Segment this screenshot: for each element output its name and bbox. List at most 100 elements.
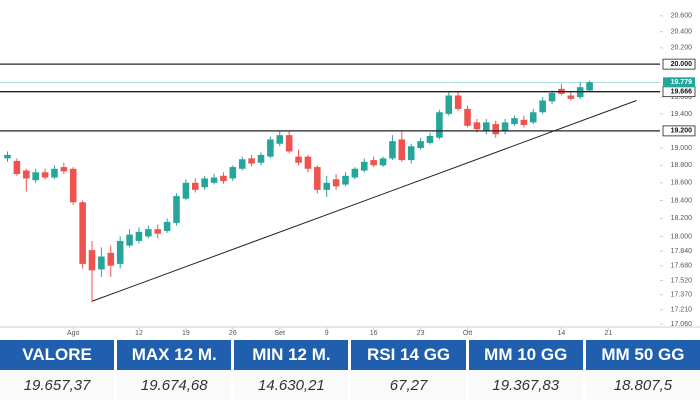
y-tick-label: 20.600	[671, 13, 693, 20]
y-tick-label: 20.200	[671, 45, 693, 52]
level-label: 19.666	[671, 89, 693, 96]
candle-body	[501, 122, 509, 131]
y-tick-label: 18.600	[671, 180, 693, 187]
candle-body	[276, 135, 284, 144]
x-tick-label: 21	[604, 330, 612, 337]
candle-body	[304, 156, 312, 169]
candle-body	[417, 141, 424, 149]
last-price-box	[663, 77, 695, 88]
candle-body	[267, 139, 274, 157]
candle-body	[567, 95, 575, 99]
candle-body	[454, 95, 462, 109]
candle-body	[126, 234, 133, 246]
stats-table: VALORE MAX 12 M. MIN 12 M. RSI 14 GG MM 10 G…	[0, 340, 700, 400]
candle-body	[4, 154, 11, 159]
candle-body	[332, 179, 340, 187]
candle-body	[351, 168, 359, 178]
table-header: RSI 14 GG	[351, 340, 466, 370]
y-tick-label: 19.600	[671, 94, 693, 101]
candle-body	[248, 158, 255, 164]
y-tick-label: 18.200	[671, 215, 693, 222]
candle-body	[173, 196, 180, 223]
y-tick-label: 17.060	[671, 321, 693, 328]
candle-body	[389, 141, 396, 159]
candle-body	[511, 118, 518, 125]
candle-body	[445, 95, 453, 114]
candle-body	[23, 170, 30, 179]
table-header: MM 50 GG	[585, 340, 700, 370]
candle-body	[32, 172, 39, 181]
y-tick-label: 17.210	[671, 307, 693, 314]
candle-body	[154, 229, 162, 234]
x-tick-label: Set	[275, 330, 286, 337]
trendline	[91, 100, 637, 302]
y-tick-label: 18.800	[671, 162, 693, 169]
table-cell: 14.630,21	[234, 370, 349, 400]
candle-body	[107, 252, 115, 266]
candle-body	[98, 256, 105, 270]
y-tick-label: 18.400	[671, 197, 693, 204]
candle-body	[145, 229, 152, 237]
table-cell: 67,27	[351, 370, 466, 400]
table-cell: 19.657,37	[0, 370, 115, 400]
candle-body	[586, 82, 593, 91]
chart: 20.600 20.400 20.200 19.600 19.400 19.000 18.8…	[0, 13, 700, 337]
table-header: MM 10 GG	[468, 340, 583, 370]
candle-body	[360, 161, 368, 171]
level-label: 20.000	[671, 61, 693, 68]
table-header: MAX 12 M.	[117, 340, 232, 370]
x-tick-label: Ago	[67, 330, 80, 337]
candle-body	[13, 160, 21, 175]
candle-body	[492, 124, 499, 135]
y-tick-label: 17.370	[671, 292, 693, 299]
x-tick-label: Ott	[463, 330, 472, 337]
table-cell: 19.674,68	[117, 370, 232, 400]
x-tick-label: 19	[182, 330, 190, 337]
x-tick-label: 9	[325, 330, 329, 337]
candle-body	[539, 100, 546, 113]
y-tick-label: 20.400	[671, 29, 693, 36]
candle-body	[60, 167, 68, 172]
candle-body	[191, 182, 199, 190]
candle-body	[182, 182, 190, 199]
candle-body	[210, 177, 218, 183]
candle-body	[41, 172, 49, 178]
y-tick-label: 19.000	[671, 145, 693, 152]
candle-body	[295, 156, 302, 163]
candle-body	[548, 93, 556, 102]
y-tick-label: 17.520	[671, 277, 693, 284]
table-header: VALORE	[0, 340, 115, 370]
x-tick-label: 16	[370, 330, 378, 337]
candle-body	[285, 135, 293, 152]
candle-body	[323, 182, 330, 190]
candle-body	[163, 221, 171, 231]
x-tick-label: 23	[417, 330, 425, 337]
candle-body	[116, 240, 124, 264]
candle-body	[464, 108, 471, 126]
candle-body	[69, 168, 77, 203]
table-cell: 19.367,83	[468, 370, 583, 400]
candle-body	[79, 202, 86, 264]
last-price-label: 19.779	[671, 79, 693, 86]
candle-body	[473, 122, 481, 130]
candle-body	[201, 178, 208, 188]
candle-body	[379, 158, 387, 166]
candle-body	[342, 175, 349, 185]
candle-body	[436, 112, 443, 138]
x-tick-label: 12	[135, 330, 143, 337]
y-tick-label: 19.400	[671, 111, 693, 118]
candle-body	[314, 167, 321, 190]
candle-body	[407, 146, 415, 161]
x-tick-label: 26	[229, 330, 237, 337]
table-cell: 18.807,5	[585, 370, 700, 400]
candle-body	[220, 175, 227, 182]
y-tick-label: 17.680	[671, 263, 693, 270]
candle-body	[238, 159, 246, 169]
x-tick-label: 14	[558, 330, 566, 337]
candle-body	[520, 119, 528, 125]
table-header: MIN 12 M.	[234, 340, 349, 370]
level-label: 19.200	[671, 128, 693, 135]
candle-body	[51, 168, 58, 178]
candle-body	[426, 136, 434, 143]
